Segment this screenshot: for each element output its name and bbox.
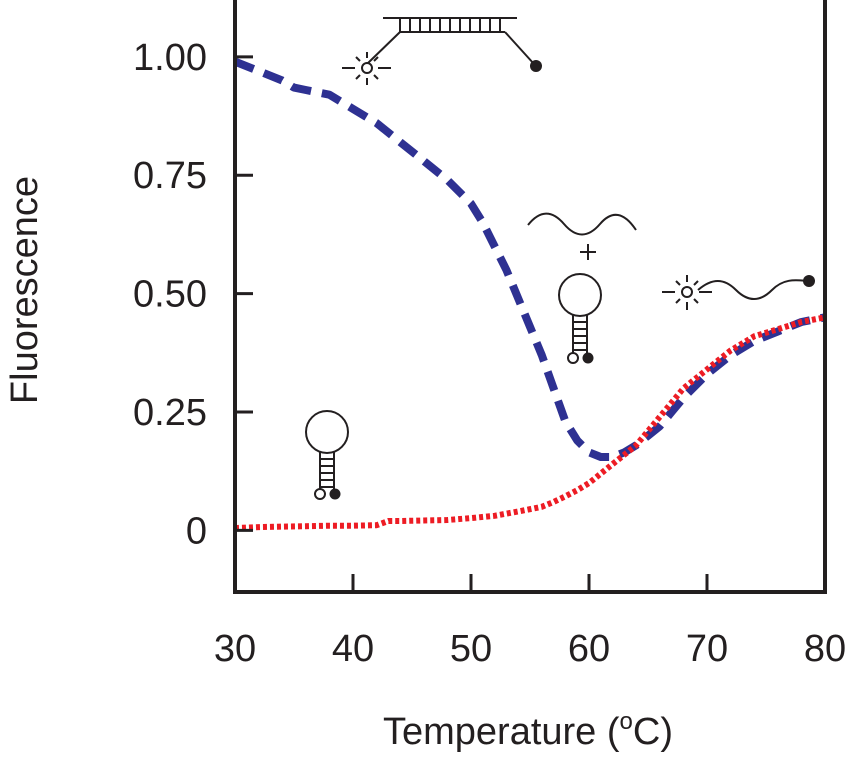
duplex-probe-icon bbox=[366, 17, 535, 65]
x-axis-title-unit: C) bbox=[633, 711, 673, 753]
x-tick-label: 80 bbox=[804, 628, 846, 670]
open-probe-icon bbox=[662, 275, 815, 310]
x-tick-label: 60 bbox=[568, 628, 610, 670]
series-layer bbox=[233, 57, 826, 532]
y-tick-label: 0.75 bbox=[133, 155, 207, 197]
y-axis-ticks: 0 0.25 0.50 0.75 1.00 bbox=[133, 37, 253, 552]
quencher-dot-icon bbox=[530, 60, 542, 72]
x-axis-title-main: Temperature ( bbox=[383, 711, 620, 753]
x-tick-label: 30 bbox=[214, 628, 256, 670]
x-tick-label: 50 bbox=[450, 628, 492, 670]
hairpin-probe-icon-low bbox=[305, 410, 349, 500]
y-tick-label: 0 bbox=[186, 510, 207, 552]
y-axis-title: Fluorescence bbox=[4, 176, 46, 404]
x-axis-title-degree: o bbox=[620, 708, 633, 735]
x-tick-label: 70 bbox=[686, 628, 728, 670]
y-tick-label: 0.50 bbox=[133, 274, 207, 316]
x-axis-ticks: 30 40 50 60 70 80 bbox=[214, 574, 846, 670]
x-axis-title: Temperature (oC) bbox=[383, 708, 673, 753]
series-line-0-dashed bbox=[233, 57, 826, 461]
y-tick-label: 0.25 bbox=[133, 392, 207, 434]
x-tick-label: 40 bbox=[332, 628, 374, 670]
target-strand-icon bbox=[527, 212, 637, 260]
plot-frame bbox=[233, 0, 827, 594]
hairpin-probe-icon-mid bbox=[558, 273, 602, 364]
fluorophore-glow-icon bbox=[342, 52, 391, 85]
y-tick-label: 1.00 bbox=[133, 37, 207, 79]
